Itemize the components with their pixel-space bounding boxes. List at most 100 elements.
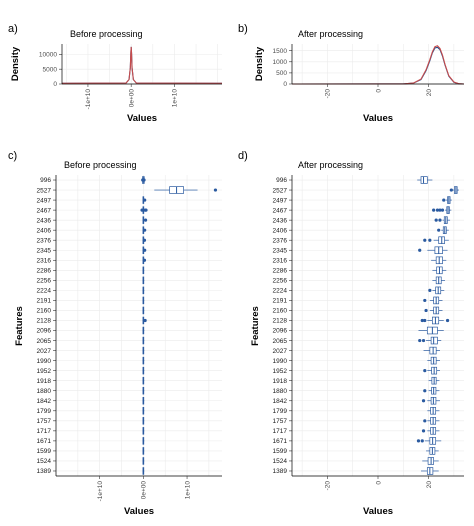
y-category-label: 1799 xyxy=(37,408,52,415)
x-tick-label: -1e+10 xyxy=(97,481,104,502)
y-tick-label: 5000 xyxy=(43,66,58,73)
box-2224 xyxy=(428,286,445,295)
box-2096 xyxy=(142,326,145,335)
y-tick-label: 10000 xyxy=(39,52,57,59)
y-category-label: 1918 xyxy=(37,378,52,385)
outlier-point xyxy=(143,248,147,252)
density-line-2 xyxy=(61,46,223,84)
y-category-label: 2527 xyxy=(37,187,52,194)
y-category-label: 2497 xyxy=(37,197,52,204)
x-tick-label: -20 xyxy=(325,89,332,99)
box-1671 xyxy=(142,437,145,445)
panel-title: After processing xyxy=(298,29,363,39)
box-2286 xyxy=(432,266,447,275)
outlier-point xyxy=(142,178,146,182)
y-category-label: 2467 xyxy=(37,207,52,214)
y-category-label: 1717 xyxy=(37,428,52,435)
y-category-label: 1389 xyxy=(273,468,288,475)
x-tick-label: -1e+10 xyxy=(85,89,92,110)
x-tick-label: 0e+00 xyxy=(128,89,135,108)
y-category-label: 1990 xyxy=(273,358,288,365)
outlier-point xyxy=(435,208,440,212)
outlier-point xyxy=(421,429,426,433)
box-2160 xyxy=(142,306,145,315)
box-2527 xyxy=(449,186,459,194)
box-1952 xyxy=(142,366,145,375)
y-category-label: 1671 xyxy=(273,438,288,445)
panel-label: a) xyxy=(8,23,18,35)
y-category-label: 2436 xyxy=(273,217,288,224)
box-2065 xyxy=(142,336,145,345)
y-category-label: 2096 xyxy=(37,328,52,335)
x-axis-title: Values xyxy=(124,506,154,517)
y-tick-label: 500 xyxy=(276,70,287,77)
outlier-point xyxy=(423,389,427,393)
y-category-label: 1880 xyxy=(273,388,288,395)
y-category-label: 1524 xyxy=(273,458,288,465)
y-category-label: 2497 xyxy=(273,197,288,204)
box-1757 xyxy=(423,417,440,425)
outlier-point xyxy=(143,228,147,232)
box-2191 xyxy=(423,296,443,305)
box-2256 xyxy=(142,276,145,285)
y-category-label: 2191 xyxy=(273,298,288,305)
y-category-label: 2224 xyxy=(273,288,288,295)
box-2467 xyxy=(432,206,452,214)
y-category-label: 2065 xyxy=(273,338,288,345)
box-2376 xyxy=(423,236,449,244)
x-tick-label: 1e+10 xyxy=(172,89,179,108)
box-1599 xyxy=(426,447,439,455)
outlier-point xyxy=(421,399,426,403)
box-1842 xyxy=(421,396,440,405)
box-2406 xyxy=(142,226,147,234)
y-category-label: 1842 xyxy=(37,398,52,405)
x-tick-label: 0e+00 xyxy=(141,481,148,500)
y-category-label: 1952 xyxy=(37,368,52,375)
outlier-point xyxy=(140,208,144,212)
x-tick-label: 20 xyxy=(426,89,433,97)
y-category-label: 1599 xyxy=(37,448,52,455)
y-tick-label: 1000 xyxy=(273,59,288,66)
y-category-label: 2027 xyxy=(37,348,52,355)
y-category-label: 2436 xyxy=(37,217,52,224)
box-1524 xyxy=(142,457,145,465)
x-tick-label: 1e+10 xyxy=(184,481,191,500)
y-category-label: 1990 xyxy=(37,358,52,365)
y-tick-label: 1500 xyxy=(273,48,288,55)
panel-title: Before processing xyxy=(64,160,137,170)
y-category-label: 1389 xyxy=(37,468,52,475)
box-1799 xyxy=(427,407,440,415)
box-1990 xyxy=(427,356,440,365)
x-tick-label: 0 xyxy=(375,89,382,93)
outlier-point xyxy=(144,208,148,212)
y-category-label: 2376 xyxy=(273,237,288,244)
box-2027 xyxy=(142,346,145,355)
y-axis-title: Features xyxy=(250,306,261,346)
box-2406 xyxy=(437,226,449,234)
y-category-label: 1799 xyxy=(273,408,288,415)
y-category-label: 2160 xyxy=(273,308,288,315)
outlier-point xyxy=(438,208,442,212)
y-tick-label: 0 xyxy=(283,81,287,88)
box-1842 xyxy=(142,396,145,405)
box-1952 xyxy=(423,366,440,375)
box-1990 xyxy=(142,356,145,365)
y-category-label: 1599 xyxy=(273,448,288,455)
y-category-label: 1842 xyxy=(273,398,288,405)
outlier-point xyxy=(442,198,446,202)
y-category-label: 1918 xyxy=(273,378,288,385)
box-2128 xyxy=(420,316,450,325)
outlier-point xyxy=(449,188,453,192)
y-axis-title: Features xyxy=(14,306,25,346)
box-1799 xyxy=(142,407,145,415)
x-axis-title: Values xyxy=(127,113,157,124)
box-2497 xyxy=(442,196,452,204)
box-2286 xyxy=(142,266,145,275)
y-axis-title: Density xyxy=(10,46,21,81)
box-1389 xyxy=(421,467,439,475)
outlier-point xyxy=(143,218,148,222)
y-category-label: 2406 xyxy=(37,227,52,234)
y-category-label: 2286 xyxy=(273,268,288,275)
panel-title: After processing xyxy=(298,160,363,170)
box-1524 xyxy=(422,457,439,465)
